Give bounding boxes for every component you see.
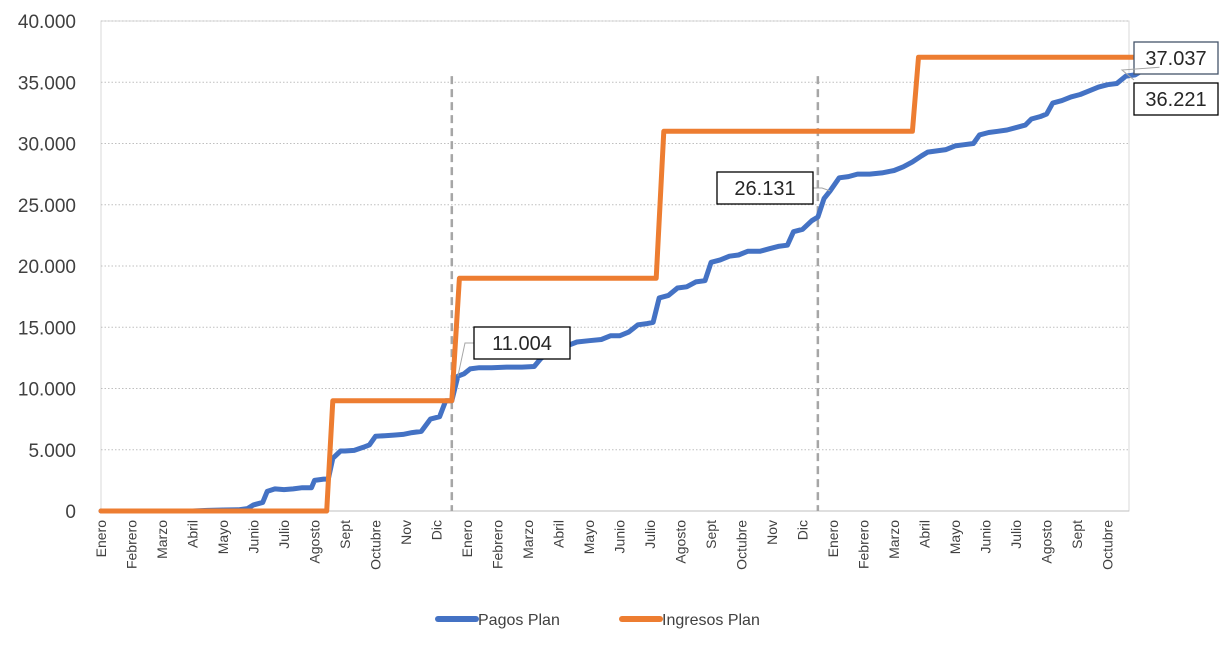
callout-box: [1133, 41, 1219, 75]
x-tick-label: Junio: [246, 520, 262, 554]
x-tick-label: Abril: [185, 520, 201, 548]
y-tick-label: 40.000: [18, 12, 76, 33]
x-tick-label: Julio: [276, 520, 292, 549]
x-tick-label: Mayo: [581, 520, 597, 554]
data-callouts: 11.004 26.131 37.037 36.221: [457, 41, 1219, 377]
x-tick-label: Enero: [459, 520, 475, 558]
x-tick-label: Enero: [93, 520, 109, 558]
x-tick-label: Octubre: [734, 520, 750, 570]
callout-leader-line: [1120, 66, 1160, 81]
x-tick-label: Octubre: [1100, 520, 1116, 570]
legend: Pagos Plan Ingresos Plan: [435, 612, 760, 629]
x-tick-label: Nov: [764, 520, 780, 545]
x-axis: Enero Febrero Marzo Abril Mayo Junio Julio Agos…: [93, 510, 1129, 570]
x-tick-label: Marzo: [520, 520, 536, 559]
legend-label: Ingresos Plan: [662, 612, 760, 629]
y-tick-label: 5.000: [28, 441, 76, 462]
y-axis: 0 5.000 10.000 15.000 20.000 25.000 30.000 35.0…: [18, 12, 76, 523]
x-tick-label: Octubre: [368, 520, 384, 570]
y-tick-label: 10.000: [18, 380, 76, 401]
callout-box: [1133, 82, 1219, 116]
callout-label: 11.004: [492, 333, 552, 355]
legend-label: Pagos Plan: [478, 612, 560, 629]
x-tick-label: Agosto: [673, 520, 689, 564]
callout-label: 37.037: [1145, 48, 1206, 70]
y-tick-label: 30.000: [18, 135, 76, 156]
x-tick-label: Julio: [1008, 520, 1024, 549]
x-tick-label: Febrero: [856, 520, 872, 569]
x-tick-label: Sept: [337, 520, 353, 549]
ingresos-plan-line: [98, 54, 1162, 514]
x-tick-label: Julio: [642, 520, 658, 549]
x-tick-label: Enero: [825, 520, 841, 558]
x-tick-label: Junio: [978, 520, 994, 554]
x-tick-label: Abril: [917, 520, 933, 548]
callout-leader-line: [457, 342, 474, 377]
pagos-plan-line: [98, 64, 1162, 514]
callout-box: [716, 171, 814, 205]
x-tick-label: Febrero: [124, 520, 140, 569]
x-tick-label: Marzo: [154, 520, 170, 559]
x-tick-label: Sept: [703, 520, 719, 549]
callout-box: [473, 326, 571, 360]
y-tick-label: 20.000: [18, 257, 76, 278]
x-tick-label: Agosto: [1039, 520, 1055, 564]
y-tick-label: 25.000: [18, 196, 76, 217]
x-tick-label: Dic: [429, 520, 445, 540]
x-tick-label: Junio: [612, 520, 628, 554]
callout-label: 26.131: [734, 178, 795, 200]
y-tick-label: 15.000: [18, 318, 76, 339]
x-tick-label: Agosto: [307, 520, 323, 564]
x-tick-label: Sept: [1069, 520, 1085, 549]
x-tick-label: Marzo: [886, 520, 902, 559]
series-lines: [98, 54, 1162, 514]
x-tick-label: Mayo: [947, 520, 963, 554]
x-tick-label: Dic: [795, 520, 811, 540]
callout-label: 36.221: [1145, 89, 1206, 111]
x-tick-label: Abril: [551, 520, 567, 548]
gridlines: [100, 20, 1130, 512]
y-tick-label: 0: [65, 502, 76, 523]
year-separators: [450, 76, 820, 511]
x-tick-label: Nov: [398, 520, 414, 545]
callout-leader-line: [813, 187, 831, 192]
y-tick-label: 35.000: [18, 73, 76, 94]
x-tick-label: Febrero: [490, 520, 506, 569]
x-tick-label: Mayo: [215, 520, 231, 554]
